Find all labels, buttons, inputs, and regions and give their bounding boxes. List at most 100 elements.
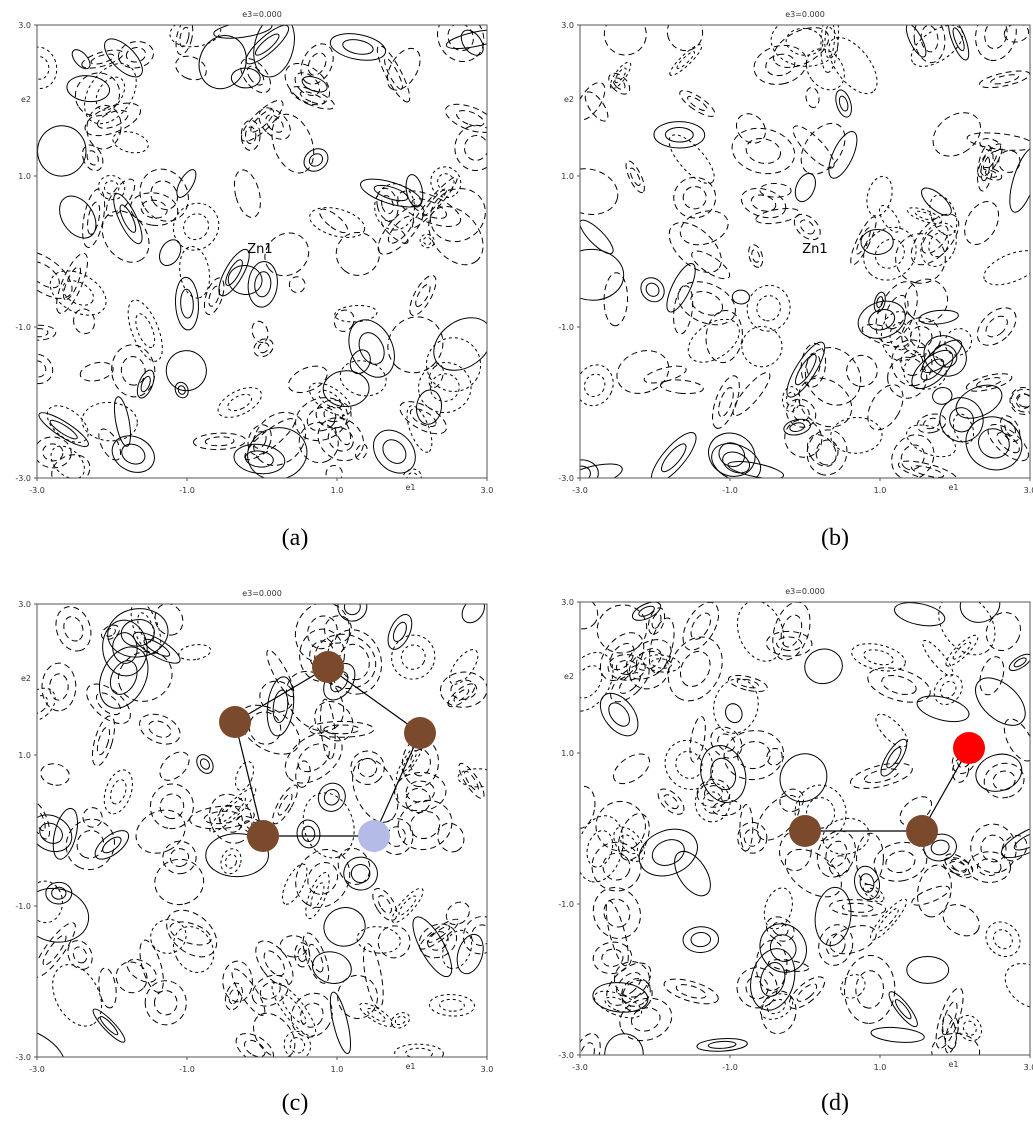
contour (323, 907, 366, 947)
contour (615, 659, 638, 675)
contour (240, 99, 284, 142)
contour (580, 815, 624, 883)
contour (711, 442, 762, 478)
contour (193, 432, 247, 450)
x-tick-label: 1.0 (331, 1065, 344, 1074)
contour (793, 213, 821, 241)
contour (84, 102, 142, 137)
contour (37, 1029, 66, 1057)
contour (950, 858, 967, 873)
contour (717, 733, 736, 752)
contour (102, 619, 148, 677)
contour (319, 698, 336, 760)
contour (741, 325, 783, 368)
contour (609, 642, 635, 671)
contour (175, 25, 194, 56)
contour (1013, 657, 1027, 668)
contour (696, 778, 731, 808)
y-tick-label: -1.0 (15, 902, 31, 911)
contour (285, 670, 345, 732)
contour (314, 700, 354, 742)
contour (377, 895, 392, 914)
contour (154, 604, 184, 636)
contour (603, 898, 631, 928)
contour (253, 1012, 296, 1057)
contour (918, 309, 959, 325)
contour (355, 443, 368, 460)
contour (228, 988, 240, 1005)
contour (428, 206, 484, 266)
contour (870, 1026, 925, 1043)
contour (923, 417, 940, 430)
contour (911, 885, 950, 906)
contour (736, 741, 771, 770)
contour (391, 634, 436, 680)
contour (437, 822, 465, 853)
contour (651, 613, 662, 629)
contour (366, 1008, 386, 1022)
contour (310, 882, 325, 909)
contour (1008, 653, 1030, 672)
contour (337, 604, 368, 622)
contour (979, 656, 1005, 696)
contour (247, 427, 308, 478)
bond (234, 666, 329, 723)
contour (51, 454, 91, 478)
contour (84, 63, 137, 125)
contour (363, 943, 384, 1009)
contour (621, 979, 653, 1012)
contour (289, 1037, 306, 1054)
contour (860, 229, 894, 255)
contour (949, 407, 974, 433)
contour (843, 954, 896, 1024)
contour (445, 29, 487, 50)
contour (172, 926, 215, 973)
contour (800, 122, 846, 175)
contour (447, 683, 476, 708)
contour (143, 638, 171, 657)
contour (294, 72, 321, 96)
contour (873, 291, 886, 313)
contour (337, 847, 371, 885)
contour (976, 377, 1003, 388)
contour (254, 271, 272, 298)
contour (608, 702, 630, 727)
contour (743, 828, 761, 847)
contour (425, 337, 482, 392)
contour (415, 389, 443, 425)
atom (312, 651, 344, 683)
contour (73, 308, 96, 335)
contour (610, 663, 650, 703)
contour (906, 424, 957, 458)
contour (144, 980, 187, 1026)
contour (593, 990, 643, 1019)
contour (664, 127, 694, 143)
contour (772, 602, 811, 661)
contour (889, 322, 912, 351)
contour (255, 940, 294, 987)
contour (350, 863, 371, 884)
y-tick-label: -1.0 (558, 323, 574, 332)
contour (251, 320, 269, 344)
contour (218, 248, 250, 297)
contour (888, 991, 918, 1028)
contour (406, 405, 433, 453)
contour (301, 75, 328, 93)
contour (444, 103, 487, 133)
contour (429, 188, 486, 243)
contour (90, 53, 115, 65)
contour (964, 201, 1000, 246)
contour (45, 881, 73, 905)
contour (253, 338, 274, 358)
contour (713, 678, 759, 734)
contour (592, 941, 633, 975)
contour (603, 25, 647, 56)
contour (377, 925, 411, 959)
x-tick-label: -3.0 (29, 1065, 45, 1074)
contour (751, 249, 761, 263)
contour (942, 1014, 957, 1050)
contour (245, 25, 290, 65)
contour (638, 828, 698, 877)
contour (580, 1042, 595, 1055)
